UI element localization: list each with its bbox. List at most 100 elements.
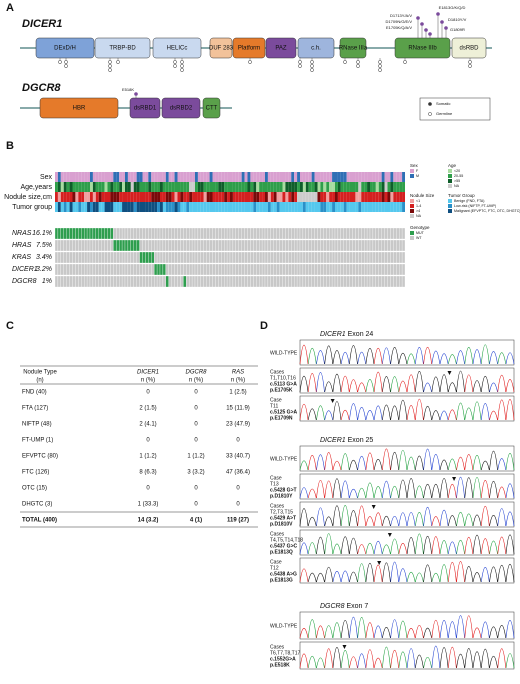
track-cell (157, 172, 160, 182)
gene-cell (78, 251, 82, 264)
track-cell (57, 202, 61, 212)
gene-cell (127, 251, 131, 264)
domain (94, 37, 151, 59)
gene-cell (285, 227, 289, 240)
track-cell (273, 182, 277, 192)
gene-cell (89, 263, 94, 276)
track-cell (119, 192, 123, 202)
track-cell (235, 172, 239, 182)
track-cell (186, 202, 190, 212)
track-cell (387, 202, 391, 212)
domain-label: DExD/H (54, 46, 76, 52)
gene-cell (130, 251, 134, 264)
germline-dot (173, 64, 177, 68)
track-cell (352, 202, 356, 212)
gene-cell (89, 239, 94, 252)
gene-cell (162, 251, 166, 264)
track-cell (259, 202, 263, 212)
track-cell (145, 192, 149, 202)
gene-cell (177, 227, 181, 240)
track-cell (297, 172, 300, 182)
gene-cell (98, 227, 102, 240)
gene-cell (285, 263, 289, 276)
track-cell (291, 192, 295, 202)
gene-cell (369, 239, 374, 252)
gene-cell (136, 251, 140, 264)
gene-cell (148, 251, 152, 264)
gene-cell (317, 227, 321, 240)
domain-label: DUF 283 (209, 46, 234, 52)
domain-label: CTT (206, 106, 218, 112)
trace-label: Case (270, 397, 282, 403)
gene-cell (66, 275, 70, 288)
track-cell (232, 202, 236, 212)
table-total: 4 (1) (190, 518, 202, 524)
track-cell (355, 172, 359, 182)
track-cell (381, 172, 385, 182)
gene-cell (189, 227, 193, 240)
gene-cell (63, 263, 67, 276)
gene-name: DICER1 (22, 18, 62, 30)
gene-cell (60, 263, 64, 276)
track-cell (267, 182, 271, 192)
germline-dot (108, 64, 112, 68)
gene-cell (273, 263, 277, 276)
track-cell (95, 192, 99, 202)
gene-cell (95, 227, 99, 240)
gene-cell (95, 239, 99, 252)
track-cell (399, 202, 403, 212)
gene-cell (372, 275, 376, 288)
gene-cell (393, 275, 397, 288)
track-cell (192, 182, 195, 192)
gene-cell (89, 275, 94, 288)
gene-cell (224, 263, 228, 276)
gene-cell (107, 239, 111, 252)
track-cell (101, 202, 105, 212)
track-cell (256, 182, 260, 192)
trace-label: Cases (270, 503, 285, 509)
trace-box (299, 339, 515, 366)
gene-cell (340, 251, 344, 264)
gene-cell (358, 251, 362, 264)
gene-cell (264, 275, 269, 288)
track-cell (314, 192, 318, 202)
gene-cell (171, 275, 175, 288)
track-cell (165, 192, 169, 202)
gene-cell (127, 239, 131, 252)
track-cell (55, 172, 58, 182)
domain (209, 37, 233, 59)
track-cell (393, 202, 397, 212)
table-cell: 3 (3.2) (187, 470, 204, 476)
gene-cell (145, 239, 149, 252)
gene-cell (116, 251, 120, 264)
domain-label: PAZ (275, 46, 287, 52)
gene-cell (250, 227, 254, 240)
track-cell (396, 182, 400, 192)
track-cell (174, 182, 178, 192)
track-cell (125, 192, 128, 202)
track-cell (337, 182, 341, 192)
track-cell (139, 202, 143, 212)
track-cell (218, 172, 222, 182)
gene-cell (267, 251, 271, 264)
legend-label: Benign (FND, FTA) (454, 199, 485, 203)
track-cell (72, 192, 76, 202)
track-cell (337, 192, 341, 202)
track-cell (285, 172, 289, 182)
gene-cell (209, 239, 213, 252)
gene-cell (101, 251, 105, 264)
gene-name: DGCR8 (22, 82, 61, 94)
trace-box (299, 367, 515, 394)
track-cell (171, 182, 175, 192)
track-cell (177, 202, 181, 212)
track-cell (142, 172, 146, 182)
gene-cell (133, 227, 137, 240)
gene-cell (145, 251, 149, 264)
gene-cell (168, 251, 172, 264)
track-cell (282, 182, 286, 192)
track-cell (276, 182, 280, 192)
track-cell (57, 172, 61, 182)
gene-cell (229, 227, 234, 240)
gene-cell (154, 251, 158, 264)
gene-cell (302, 263, 306, 276)
